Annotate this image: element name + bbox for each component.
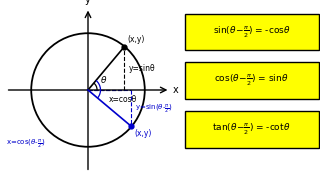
Text: $\cos(\theta\!-\!\frac{\pi}{2})$ = sin$\theta$: $\cos(\theta\!-\!\frac{\pi}{2})$ = sin$\…	[214, 73, 289, 88]
Text: (x,y): (x,y)	[134, 129, 152, 138]
Text: x: x	[173, 85, 179, 95]
Text: y=sin($\theta$-$\frac{\pi}{2}$): y=sin($\theta$-$\frac{\pi}{2}$)	[135, 102, 173, 115]
Text: $\theta$: $\theta$	[100, 75, 108, 86]
Text: y=sinθ: y=sinθ	[128, 64, 155, 73]
Text: $\sin(\theta\!-\!\frac{\pi}{2})$ = -cos$\theta$: $\sin(\theta\!-\!\frac{\pi}{2})$ = -cos$…	[213, 24, 291, 40]
Text: (x,y): (x,y)	[127, 35, 145, 44]
Text: x=cosθ: x=cosθ	[109, 94, 137, 103]
Text: y: y	[85, 0, 91, 5]
FancyBboxPatch shape	[185, 62, 318, 99]
Text: x=cos($\theta$-$\frac{\pi}{2}$): x=cos($\theta$-$\frac{\pi}{2}$)	[6, 137, 45, 150]
FancyBboxPatch shape	[185, 111, 318, 148]
Text: $\tan(\theta\!-\!\frac{\pi}{2})$ = -cot$\theta$: $\tan(\theta\!-\!\frac{\pi}{2})$ = -cot$…	[212, 122, 291, 137]
FancyBboxPatch shape	[185, 14, 318, 50]
